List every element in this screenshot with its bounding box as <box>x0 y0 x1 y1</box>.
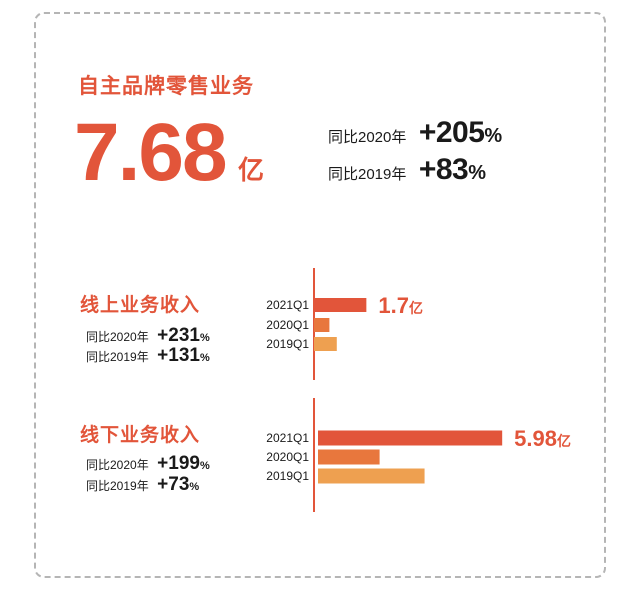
yoy-value: +199 <box>157 453 200 474</box>
offline-title: 线下业务收入 <box>80 425 201 446</box>
main-value: 7.68 <box>74 107 228 198</box>
offline-yoy-2020: 同比2020年 +199% <box>86 453 210 475</box>
bar <box>314 337 337 351</box>
online-title: 线上业务收入 <box>80 295 201 316</box>
bar <box>318 430 503 446</box>
yoy-percent-sign: % <box>199 332 210 344</box>
bar-data-label: 5.98亿 <box>514 426 571 451</box>
online-yoy-2019: 同比2019年 +131% <box>86 345 210 367</box>
yoy-label: 同比2020年 <box>86 458 149 472</box>
yoy-value: +131 <box>157 345 200 366</box>
yoy-percent-sign: % <box>484 125 503 147</box>
main-yoy-2019: 同比2019年 +83% <box>328 153 486 187</box>
yoy-value: +73 <box>157 474 190 495</box>
yoy-percent-sign: % <box>199 352 210 364</box>
bar <box>318 449 380 465</box>
category-tick-label: 2021Q1 <box>266 298 309 312</box>
main-yoy-2020: 同比2020年 +205% <box>328 116 502 150</box>
yoy-label: 同比2020年 <box>86 330 149 344</box>
data-label-value: 5.98 <box>514 426 557 451</box>
bar-data-label: 1.7亿 <box>378 293 423 318</box>
main-unit: 亿 <box>238 155 265 185</box>
yoy-value: +205 <box>418 116 485 149</box>
yoy-label: 同比2019年 <box>328 166 407 183</box>
offline-yoy-2019: 同比2019年 +73% <box>86 474 199 496</box>
card-frame <box>34 12 606 578</box>
category-tick-label: 2019Q1 <box>266 337 309 351</box>
yoy-label: 同比2019年 <box>86 350 149 364</box>
yoy-percent-sign: % <box>468 162 487 184</box>
bar <box>314 298 367 312</box>
category-tick-label: 2020Q1 <box>266 450 309 464</box>
yoy-value: +83 <box>418 153 469 186</box>
category-tick-label: 2020Q1 <box>266 318 309 332</box>
online-yoy-2020: 同比2020年 +231% <box>86 325 210 347</box>
main-title: 自主品牌零售业务 <box>78 75 254 98</box>
bar <box>314 318 330 332</box>
bar <box>318 468 425 484</box>
yoy-percent-sign: % <box>199 460 210 472</box>
yoy-percent-sign: % <box>189 481 200 493</box>
category-tick-label: 2019Q1 <box>266 469 309 483</box>
data-label-unit: 亿 <box>557 433 571 449</box>
yoy-label: 同比2019年 <box>86 479 149 493</box>
yoy-value: +231 <box>157 325 200 346</box>
data-label-unit: 亿 <box>409 300 423 316</box>
yoy-label: 同比2020年 <box>328 129 407 146</box>
data-label-value: 1.7 <box>378 293 409 318</box>
category-tick-label: 2021Q1 <box>266 431 309 445</box>
